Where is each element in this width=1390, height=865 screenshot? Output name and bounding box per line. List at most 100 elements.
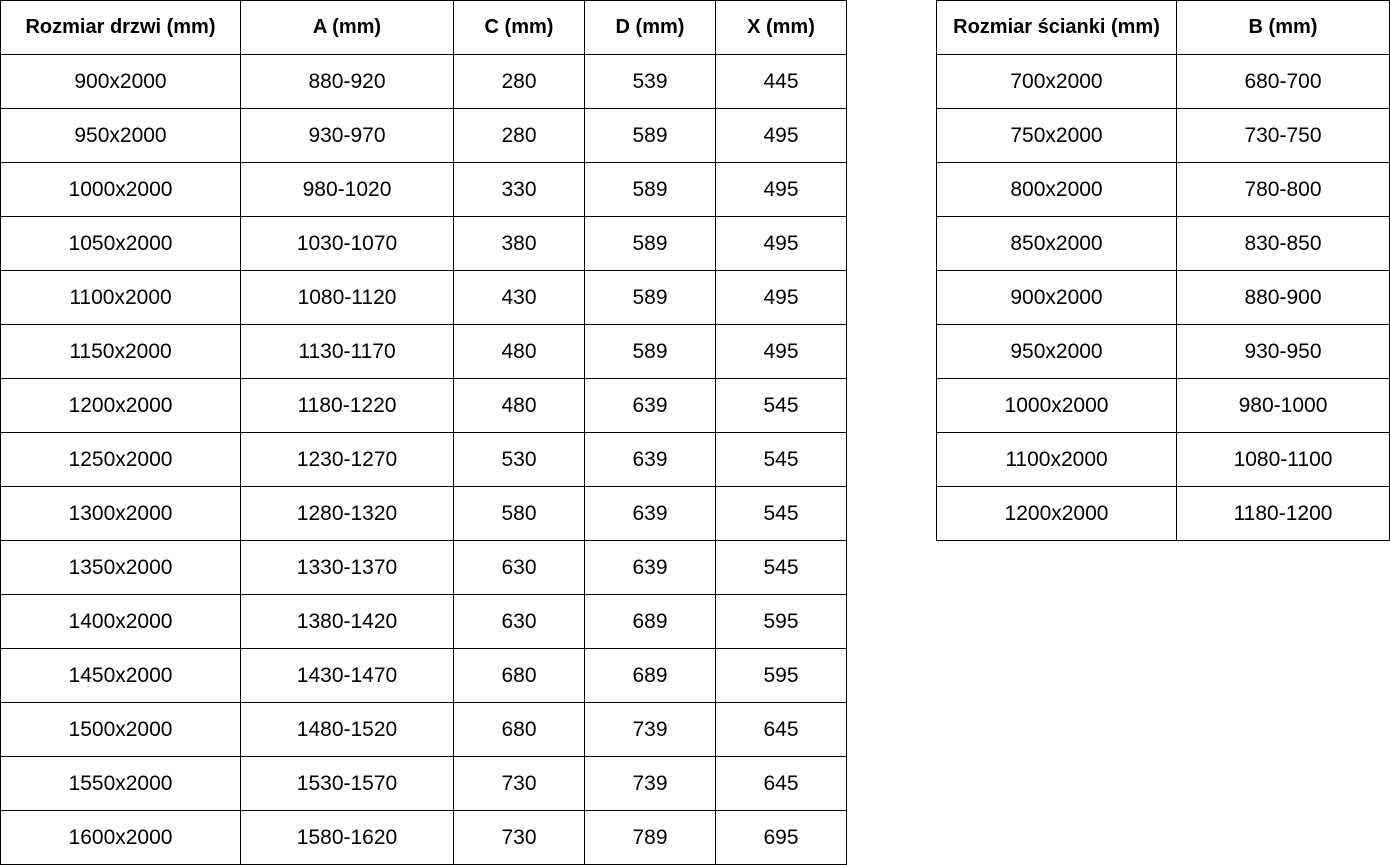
column-header: D (mm): [584, 0, 716, 55]
table-cell: 1500x2000: [0, 702, 241, 757]
table-row: 1150x2000 1130-1170 480 589 495: [0, 324, 847, 379]
table-cell: 1550x2000: [0, 756, 241, 811]
table-row: 700x2000 680-700: [936, 54, 1390, 109]
table-row: 800x2000 780-800: [936, 162, 1390, 217]
table-row: 1400x2000 1380-1420 630 689 595: [0, 594, 847, 649]
table-cell: 700x2000: [936, 54, 1177, 109]
table-cell: 1180-1220: [240, 378, 454, 433]
table-cell: 480: [453, 378, 585, 433]
table-cell: 545: [715, 378, 847, 433]
table-cell: 800x2000: [936, 162, 1177, 217]
table-cell: 950x2000: [936, 324, 1177, 379]
table-cell: 1030-1070: [240, 216, 454, 271]
table-cell: 630: [453, 540, 585, 595]
column-header: Rozmiar drzwi (mm): [0, 0, 241, 55]
table-cell: 1300x2000: [0, 486, 241, 541]
table-cell: 830-850: [1176, 216, 1390, 271]
table-cell: 695: [715, 810, 847, 865]
table-cell: 1380-1420: [240, 594, 454, 649]
table-row: 1600x2000 1580-1620 730 789 695: [0, 810, 847, 865]
table-cell: 980-1020: [240, 162, 454, 217]
table-cell: 1000x2000: [0, 162, 241, 217]
table-cell: 1430-1470: [240, 648, 454, 703]
door-sizes-table: Rozmiar drzwi (mm) A (mm) C (mm) D (mm) X (m…: [0, 0, 847, 865]
table-cell: 530: [453, 432, 585, 487]
table-cell: 1450x2000: [0, 648, 241, 703]
table-cell: 730: [453, 810, 585, 865]
table-cell: 1150x2000: [0, 324, 241, 379]
table-row: 850x2000 830-850: [936, 216, 1390, 271]
table-row: 1050x2000 1030-1070 380 589 495: [0, 216, 847, 271]
table-row: 1000x2000 980-1020 330 589 495: [0, 162, 847, 217]
table-cell: 1080-1100: [1176, 432, 1390, 487]
table-row: 750x2000 730-750: [936, 108, 1390, 163]
table-cell: 680-700: [1176, 54, 1390, 109]
table-cell: 495: [715, 108, 847, 163]
table-cell: 589: [584, 324, 716, 379]
table-row: 1000x2000 980-1000: [936, 378, 1390, 433]
table-cell: 595: [715, 594, 847, 649]
table-row: 1100x2000 1080-1100: [936, 432, 1390, 487]
table-cell: 280: [453, 54, 585, 109]
table-cell: 1100x2000: [936, 432, 1177, 487]
table-cell: 730-750: [1176, 108, 1390, 163]
table-row: 900x2000 880-920 280 539 445: [0, 54, 847, 109]
table-cell: 1400x2000: [0, 594, 241, 649]
table-cell: 639: [584, 486, 716, 541]
column-header: X (mm): [715, 0, 847, 55]
table-cell: 1200x2000: [936, 486, 1177, 541]
table-cell: 1050x2000: [0, 216, 241, 271]
table-cell: 380: [453, 216, 585, 271]
table-cell: 580: [453, 486, 585, 541]
column-header: Rozmiar ścianki (mm): [936, 0, 1177, 55]
table-cell: 900x2000: [936, 270, 1177, 325]
header-row: Rozmiar drzwi (mm) A (mm) C (mm) D (mm) X (m…: [0, 0, 847, 55]
table-cell: 1600x2000: [0, 810, 241, 865]
table-cell: 1080-1120: [240, 270, 454, 325]
table-cell: 545: [715, 540, 847, 595]
table-row: 1500x2000 1480-1520 680 739 645: [0, 702, 847, 757]
table-row: 1200x2000 1180-1220 480 639 545: [0, 378, 847, 433]
table-cell: 445: [715, 54, 847, 109]
table-cell: 680: [453, 702, 585, 757]
header-row: Rozmiar ścianki (mm) B (mm): [936, 0, 1390, 55]
table-cell: 639: [584, 540, 716, 595]
table-cell: 1130-1170: [240, 324, 454, 379]
table-cell: 1530-1570: [240, 756, 454, 811]
table-cell: 689: [584, 594, 716, 649]
table-cell: 495: [715, 162, 847, 217]
table-cell: 1000x2000: [936, 378, 1177, 433]
table-cell: 880-900: [1176, 270, 1390, 325]
table-cell: 430: [453, 270, 585, 325]
table-cell: 1330-1370: [240, 540, 454, 595]
table-row: 950x2000 930-950: [936, 324, 1390, 379]
table-row: 1200x2000 1180-1200: [936, 486, 1390, 541]
table-row: 1300x2000 1280-1320 580 639 545: [0, 486, 847, 541]
table-cell: 639: [584, 432, 716, 487]
table-row: 1450x2000 1430-1470 680 689 595: [0, 648, 847, 703]
table-cell: 750x2000: [936, 108, 1177, 163]
table-cell: 739: [584, 756, 716, 811]
table-cell: 589: [584, 162, 716, 217]
table-row: 1350x2000 1330-1370 630 639 545: [0, 540, 847, 595]
table-cell: 1230-1270: [240, 432, 454, 487]
table-cell: 980-1000: [1176, 378, 1390, 433]
table-cell: 639: [584, 378, 716, 433]
table-cell: 780-800: [1176, 162, 1390, 217]
table-cell: 630: [453, 594, 585, 649]
table-cell: 850x2000: [936, 216, 1177, 271]
table-cell: 1480-1520: [240, 702, 454, 757]
table-cell: 589: [584, 108, 716, 163]
table-row: 900x2000 880-900: [936, 270, 1390, 325]
table-cell: 589: [584, 270, 716, 325]
column-header: C (mm): [453, 0, 585, 55]
table-cell: 739: [584, 702, 716, 757]
table-cell: 595: [715, 648, 847, 703]
table-cell: 495: [715, 216, 847, 271]
table-row: 1550x2000 1530-1570 730 739 645: [0, 756, 847, 811]
wall-sizes-table: Rozmiar ścianki (mm) B (mm) 700x2000 680-70…: [936, 0, 1390, 541]
table-cell: 950x2000: [0, 108, 241, 163]
table-cell: 280: [453, 108, 585, 163]
table-cell: 545: [715, 432, 847, 487]
table-cell: 730: [453, 756, 585, 811]
